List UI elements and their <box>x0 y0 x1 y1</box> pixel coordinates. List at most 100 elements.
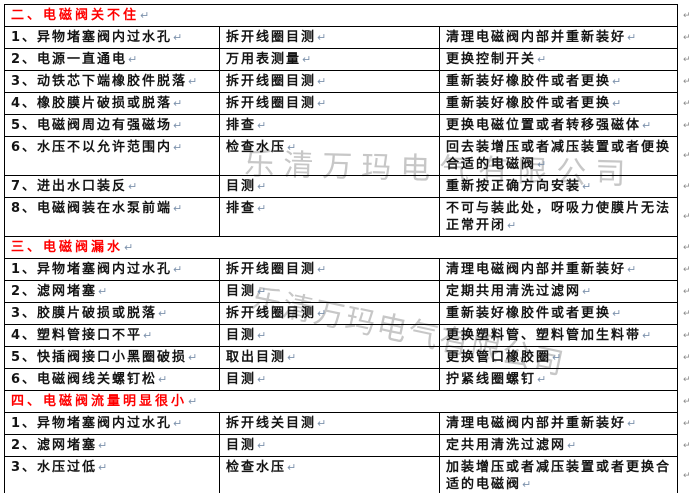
method-text: 排查 <box>226 118 257 133</box>
table-row: 4、橡胶膜片破损或脱落↵ 拆开线圈目测↵ 重新装好橡胶件或者更换↵ ↵ <box>4 92 698 115</box>
row-end-mark-icon: ↵ <box>683 151 691 161</box>
paragraph-mark-icon: ↵ <box>522 478 532 491</box>
paragraph-mark-icon: ↵ <box>537 158 547 171</box>
table-row: 1、异物堵塞阀内过水孔↵ 拆开线圈目测↵ 清理电磁阀内部并重新装好↵ ↵ <box>4 258 698 281</box>
row-end-gutter: ↵ <box>678 369 698 391</box>
section-header-row: 三、电磁阀漏水↵ ↵ <box>3 236 698 259</box>
paragraph-mark-icon: ↵ <box>257 439 267 452</box>
paragraph-mark-icon: ↵ <box>188 75 198 88</box>
problem-cell: 7、进出水口装反↵ <box>4 175 220 198</box>
method-cell: 拆开线关目测↵ <box>219 412 440 435</box>
section-title: 二、电磁阀关不住 <box>11 8 140 23</box>
row-end-mark-icon: ↵ <box>683 76 691 87</box>
problem-text: 8、电磁阀装在水泵前端 <box>11 201 173 216</box>
row-end-mark-icon: ↵ <box>683 264 691 275</box>
problem-text: 2、电源一直通电 <box>11 52 128 67</box>
problem-cell: 2、电源一直通电↵ <box>4 48 220 71</box>
row-end-mark-icon: ↵ <box>683 418 691 429</box>
row-end-mark-icon: ↵ <box>683 181 691 192</box>
solution-cell: 重新装好橡胶件或者更换↵ <box>438 70 679 93</box>
paragraph-mark-icon: ↵ <box>257 119 267 132</box>
table-row: 2、滤网堵塞↵ 目测↵ 定期共用清洗过滤网↵ ↵ <box>4 280 698 303</box>
problem-cell: 6、电磁阀线关螺钉松↵ <box>4 368 220 391</box>
row-end-gutter: ↵ <box>678 457 698 493</box>
method-text: 目测 <box>226 328 257 343</box>
row-end-mark-icon: ↵ <box>683 54 691 65</box>
paragraph-mark-icon: ↵ <box>627 31 637 44</box>
problem-cell: 8、电磁阀装在水泵前端↵ <box>4 197 220 237</box>
problem-cell: 3、胶膜片破损或脱落↵ <box>4 302 220 325</box>
method-text: 取出目测 <box>226 350 287 365</box>
solution-text: 更换塑料管、塑料管加生料带 <box>446 328 642 343</box>
method-cell: 目测↵ <box>219 175 440 198</box>
paragraph-mark-icon: ↵ <box>173 202 183 215</box>
solution-text: 清理电磁阀内部并重新装好 <box>446 262 627 277</box>
row-end-gutter: ↵ <box>678 237 698 259</box>
method-text: 目测 <box>226 179 257 194</box>
solution-text: 定共用清洗过滤网 <box>446 438 567 453</box>
row-end-mark-icon: ↵ <box>683 471 691 481</box>
solution-cell: 清理电磁阀内部并重新装好↵ <box>438 26 679 49</box>
table-row: 4、塑料管接口不平↵ 目测↵ 更换塑料管、塑料管加生料带↵ ↵ <box>4 324 698 347</box>
problem-text: 3、水压过低 <box>11 460 98 475</box>
row-end-gutter: ↵ <box>678 347 698 369</box>
row-end-mark-icon: ↵ <box>683 10 691 21</box>
problem-text: 3、胶膜片破损或脱落 <box>11 306 158 321</box>
problem-text: 4、橡胶膜片破损或脱落 <box>11 96 173 111</box>
table-row: 5、快插阀接口小黑圈破损↵ 取出目测↵ 更换管口橡胶圈↵ ↵ <box>4 346 698 369</box>
paragraph-mark-icon: ↵ <box>612 75 622 88</box>
paragraph-mark-icon: ↵ <box>128 180 138 193</box>
paragraph-mark-icon: ↵ <box>582 285 592 298</box>
solution-cell: 加装增压或者减压装置或者更换合适的电磁阀↵ <box>438 456 679 493</box>
problem-cell: 1、异物堵塞阀内过水孔↵ <box>4 412 220 435</box>
method-cell: 拆开线圈目测↵ <box>219 70 440 93</box>
row-end-gutter: ↵ <box>678 325 698 347</box>
solution-text: 更换管口橡胶圈 <box>446 350 552 365</box>
troubleshooting-table: 二、电磁阀关不住↵ ↵ 1、异物堵塞阀内过水孔↵ 拆开线圈目测↵ 清理电磁阀内部… <box>3 4 698 493</box>
problem-text: 7、进出水口装反 <box>11 179 128 194</box>
section-title: 四、电磁阀流量明显很小 <box>11 394 188 409</box>
solution-text: 重新装好橡胶件或者更换 <box>446 96 612 111</box>
method-text: 检查水压 <box>226 140 287 155</box>
paragraph-mark-icon: ↵ <box>627 263 637 276</box>
problem-cell: 4、橡胶膜片破损或脱落↵ <box>4 92 220 115</box>
paragraph-mark-icon: ↵ <box>317 75 327 88</box>
row-end-gutter: ↵ <box>678 137 698 176</box>
table-row: 1、异物堵塞阀内过水孔↵ 拆开线圈目测↵ 清理电磁阀内部并重新装好↵ ↵ <box>4 26 698 49</box>
row-end-mark-icon: ↵ <box>683 352 691 363</box>
problem-cell: 2、滤网堵塞↵ <box>4 280 220 303</box>
solution-text: 更换控制开关 <box>446 52 537 67</box>
row-end-mark-icon: ↵ <box>683 440 691 451</box>
paragraph-mark-icon: ↵ <box>627 417 637 430</box>
paragraph-mark-icon: ↵ <box>537 373 547 386</box>
table-row: 1、异物堵塞阀内过水孔↵ 拆开线关目测↵ 清理电磁阀内部并重新装好↵ ↵ <box>4 412 698 435</box>
row-end-gutter: ↵ <box>678 27 698 49</box>
solution-text: 加装增压或者减压装置或者更换合适的电磁阀 <box>446 460 672 492</box>
solution-cell: 更换电磁位置或者转移强磁体↵ <box>438 114 679 137</box>
paragraph-mark-icon: ↵ <box>317 31 327 44</box>
paragraph-mark-icon: ↵ <box>567 439 577 452</box>
row-end-gutter: ↵ <box>678 71 698 93</box>
method-cell: 拆开线圈目测↵ <box>219 302 440 325</box>
paragraph-mark-icon: ↵ <box>188 395 198 408</box>
paragraph-mark-icon: ↵ <box>173 417 183 430</box>
problem-cell: 1、异物堵塞阀内过水孔↵ <box>4 258 220 281</box>
problem-cell: 2、滤网堵塞↵ <box>4 434 220 457</box>
problem-text: 6、电磁阀线关螺钉松 <box>11 372 158 387</box>
row-end-gutter: ↵ <box>678 198 698 237</box>
method-text: 排查 <box>226 201 257 216</box>
problem-cell: 1、异物堵塞阀内过水孔↵ <box>4 26 220 49</box>
row-end-mark-icon: ↵ <box>683 242 691 253</box>
table-row: 3、水压过低↵ 检查水压↵ 加装增压或者减压装置或者更换合适的电磁阀↵ ↵ <box>4 456 698 493</box>
solution-cell: 更换塑料管、塑料管加生料带↵ <box>438 324 679 347</box>
solution-text: 定期共用清洗过滤网 <box>446 284 582 299</box>
row-end-mark-icon: ↵ <box>683 308 691 319</box>
problem-text: 1、异物堵塞阀内过水孔 <box>11 30 173 45</box>
problem-text: 5、电磁阀周边有强磁场 <box>11 118 173 133</box>
row-end-gutter: ↵ <box>678 435 698 457</box>
method-text: 目测 <box>226 372 257 387</box>
method-text: 拆开线圈目测 <box>226 96 317 111</box>
paragraph-mark-icon: ↵ <box>173 263 183 276</box>
paragraph-mark-icon: ↵ <box>317 263 327 276</box>
section-header-row: 四、电磁阀流量明显很小↵ ↵ <box>3 390 698 413</box>
